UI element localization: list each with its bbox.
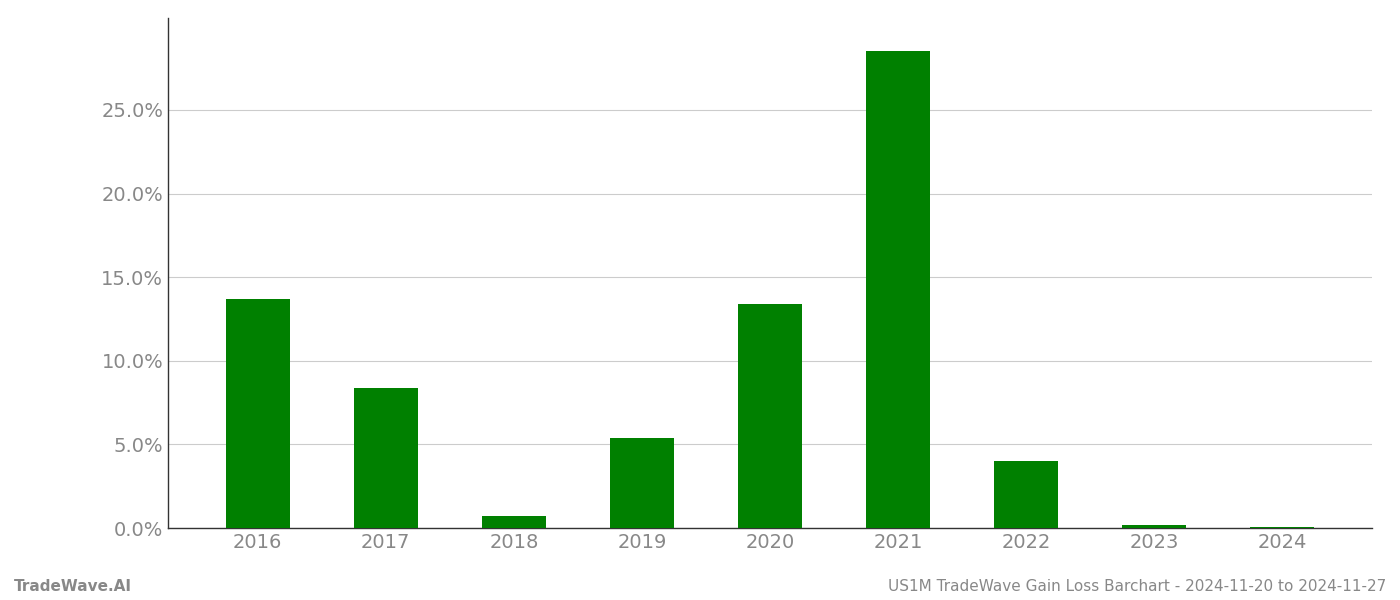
Bar (354, 388, 417, 528)
Bar (1123, 524, 1186, 528)
Bar (225, 299, 290, 528)
Bar (482, 516, 546, 528)
Bar (867, 52, 930, 528)
Bar (994, 461, 1058, 528)
Bar (738, 304, 802, 528)
Bar (610, 438, 673, 528)
Bar (1250, 527, 1315, 528)
Text: US1M TradeWave Gain Loss Barchart - 2024-11-20 to 2024-11-27: US1M TradeWave Gain Loss Barchart - 2024… (888, 579, 1386, 594)
Text: TradeWave.AI: TradeWave.AI (14, 579, 132, 594)
